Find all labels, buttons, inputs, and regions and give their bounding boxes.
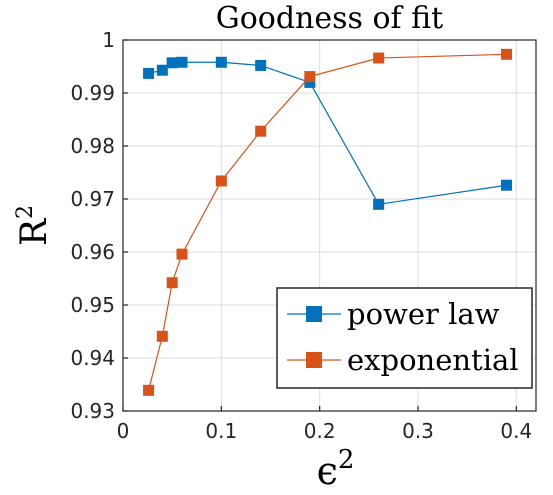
data-point [166,57,178,69]
data-point [156,330,168,342]
data-point [255,59,267,71]
data-point [166,277,178,289]
x-tick-label: 0.2 [304,419,336,443]
data-point [501,48,512,60]
legend-label: exponential [347,343,519,377]
data-point [215,175,227,187]
plot-frame [122,39,537,412]
data-point [373,198,385,210]
y-tick-label: 0.98 [70,134,115,158]
x-tick-label: 0.1 [205,419,237,443]
data-point [304,71,316,83]
y-axis-label-main: R [14,218,55,246]
x-tick-label: 0.4 [500,419,532,443]
x-axis-label-superscript: 2 [338,445,355,475]
data-point [304,76,316,88]
y-tick-label: 0.97 [70,187,115,211]
series-power-law [143,56,512,210]
y-tick-label: 0.93 [70,399,115,423]
legend-item: power law [287,297,500,331]
data-point [176,248,188,260]
x-tick-label: 0.3 [402,419,434,443]
data-point [156,64,168,76]
y-axis-label: R2 [13,205,55,246]
legend-label: power law [347,297,500,331]
data-point [143,67,155,79]
legend-marker [306,352,322,368]
data-point [215,56,227,68]
y-tick-label: 0.96 [70,240,115,264]
series-exponential [143,48,512,396]
chart-title: Goodness of fit [216,1,443,36]
data-point [143,384,155,396]
data-point [373,52,385,64]
legend-marker [306,306,322,322]
legend: power law exponential [276,287,533,389]
y-tick-label: 0.99 [70,81,115,105]
legend-box [276,287,533,389]
data-point [501,179,512,191]
data-point [255,125,267,137]
series-layer [143,48,512,396]
x-axis-label-main: ϵ [317,449,338,493]
x-tick-label: 0 [117,419,130,443]
data-point [176,56,188,68]
y-axis-label-superscript: 2 [13,205,38,219]
y-tick-label: 0.94 [70,346,115,370]
y-tick-label: 0.95 [70,293,115,317]
tick-layer: 0 0.1 0.2 0.3 0.4 0.93 0.94 0.95 0.96 0.97 0.98 0.9… [70,28,532,443]
legend-item: exponential [287,343,519,377]
series-line [148,61,507,205]
x-axis-label: ϵ2 [317,445,355,493]
y-tick-label: 1 [102,28,115,52]
